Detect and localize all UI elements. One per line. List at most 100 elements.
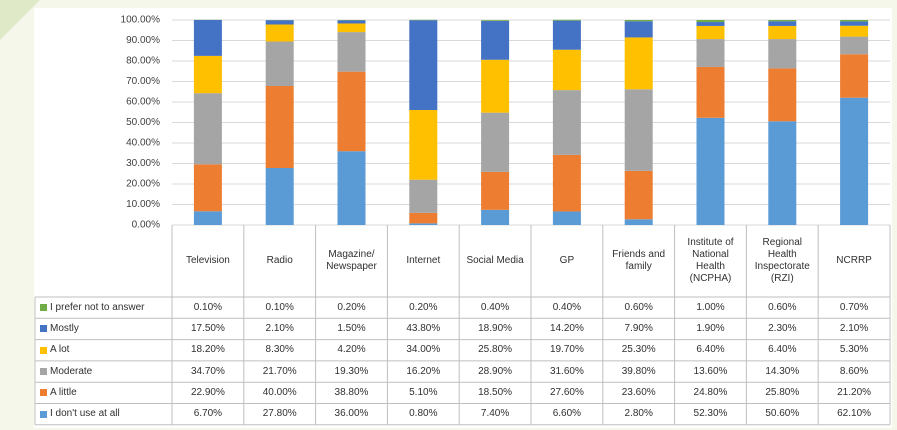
y-tick-label: 70.00% [126, 76, 160, 87]
legend-label: A lot [50, 344, 70, 356]
label: 0.10% [193, 301, 223, 313]
label: Magazine/ Newspaper [326, 249, 377, 272]
label: 17.50% [190, 322, 225, 334]
legend-entry: Moderate [38, 361, 172, 382]
bar-segment [337, 32, 366, 72]
y-tick-label: 100.00% [121, 15, 161, 26]
label: 0.70% [839, 301, 869, 313]
value-label: 43.80% [387, 318, 459, 339]
label: NCRRP [836, 255, 872, 266]
category-label: NCRRP [818, 225, 890, 297]
category-label: Institute of National Health (NCPHA) [675, 225, 747, 297]
label: 6.40% [696, 344, 725, 356]
legend-key [40, 304, 47, 312]
label: 0.40% [552, 301, 582, 313]
legend-label: A little [50, 386, 77, 398]
label: 8.30% [265, 344, 294, 356]
bar-segment [696, 22, 725, 26]
label: 28.90% [478, 365, 513, 377]
bar-segment [409, 109, 438, 180]
label: 18.20% [190, 344, 225, 356]
label: 39.80% [621, 365, 656, 377]
bar-segment [337, 71, 366, 152]
label: 38.80% [334, 386, 369, 398]
label: 5.30% [839, 344, 869, 356]
y-tick-label: 0.00% [132, 220, 160, 231]
label: 1.50% [337, 322, 366, 334]
label: Television [185, 255, 230, 266]
bar-segment [768, 68, 797, 122]
label: 6.70% [193, 408, 223, 420]
value-label: 1.00% [675, 297, 747, 318]
label: Institute of National Health (NCPHA) [687, 237, 734, 284]
label: 19.30% [334, 365, 369, 377]
legend-key [40, 325, 47, 333]
label: 21.20% [837, 386, 872, 398]
bar-segment [768, 21, 797, 26]
value-label: 18.90% [459, 318, 531, 339]
value-label: 6.40% [746, 340, 818, 361]
label: 27.60% [549, 386, 584, 398]
value-label: 16.20% [387, 361, 459, 382]
bar-segment [768, 121, 797, 225]
value-label: 6.40% [675, 340, 747, 361]
bar-segment [624, 89, 653, 171]
y-tick-label: 10.00% [126, 199, 160, 210]
label: Regional Health Inspectorate (RZI) [754, 237, 810, 284]
value-label: 38.80% [316, 382, 388, 403]
value-label: 14.30% [746, 361, 818, 382]
value-label: 0.40% [459, 297, 531, 318]
label: 2.80% [624, 408, 653, 420]
label: 43.80% [406, 322, 441, 334]
label: 19.70% [549, 344, 584, 356]
label: 16.20% [406, 365, 441, 377]
bar-segment [624, 219, 653, 225]
label: 62.10% [837, 408, 872, 420]
bar-segment [624, 170, 653, 220]
label: 50.60% [765, 408, 800, 420]
legend-label: Moderate [50, 365, 93, 377]
category-label: Friends and family [603, 225, 675, 297]
label: 52.30% [693, 408, 728, 420]
value-label: 6.70% [172, 404, 244, 425]
label: 18.50% [478, 386, 513, 398]
legend-label: I prefer not to answer [50, 301, 145, 313]
value-label: 2.10% [818, 318, 890, 339]
label: 1.00% [696, 301, 725, 313]
value-label: 24.80% [675, 382, 747, 403]
value-label: 62.10% [818, 404, 890, 425]
label: GP [559, 255, 575, 266]
bar-segment [552, 154, 581, 212]
value-label: 2.10% [244, 318, 316, 339]
label: 2.10% [265, 322, 294, 334]
value-label: 0.20% [387, 297, 459, 318]
value-label: 0.70% [818, 297, 890, 318]
category-label: Internet [387, 225, 459, 297]
value-label: 2.30% [746, 318, 818, 339]
label: 31.60% [549, 365, 584, 377]
value-label: 27.60% [531, 382, 603, 403]
category-label: GP [531, 225, 603, 297]
legend-entry: Mostly [38, 318, 172, 339]
bar-segment [840, 97, 869, 225]
label: 34.00% [406, 344, 441, 356]
label: 8.60% [839, 365, 869, 377]
bar-segment [481, 59, 510, 113]
bar-segment [552, 211, 581, 225]
bar-segment [696, 20, 725, 23]
legend-entry: A little [38, 382, 172, 403]
legend-entry: I don't use at all [38, 404, 172, 425]
label: 18.90% [478, 322, 513, 334]
value-label: 21.20% [818, 382, 890, 403]
bar-segment [409, 20, 438, 110]
bar-segment [265, 20, 294, 25]
value-label: 17.50% [172, 318, 244, 339]
y-tick-label: 20.00% [126, 179, 160, 190]
label: 6.60% [552, 408, 582, 420]
value-label: 21.70% [244, 361, 316, 382]
bar-segment [265, 41, 294, 87]
label: 7.40% [480, 408, 510, 420]
bar-segment [768, 20, 797, 22]
legend-key [40, 410, 47, 418]
